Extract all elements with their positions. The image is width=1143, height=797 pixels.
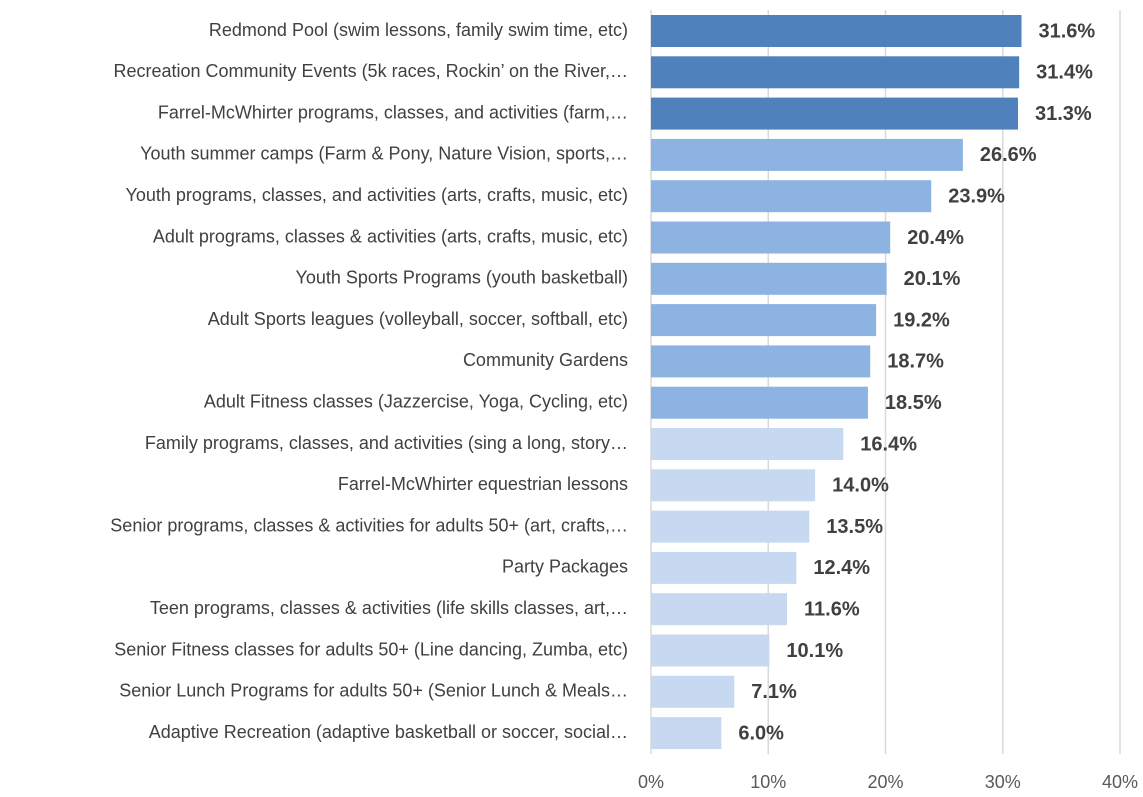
category-label: Senior programs, classes & activities fo… — [110, 515, 628, 535]
bar — [651, 551, 797, 584]
x-tick-label: 20% — [867, 772, 903, 792]
value-label: 20.4% — [907, 227, 964, 249]
category-label: Farrel-McWhirter equestrian lessons — [338, 474, 628, 494]
value-label: 31.3% — [1035, 103, 1092, 125]
category-label: Youth Sports Programs (youth basketball) — [295, 268, 628, 288]
category-label: Senior Fitness classes for adults 50+ (L… — [114, 639, 628, 659]
bar — [651, 221, 891, 254]
category-label: Adult Sports leagues (volleyball, soccer… — [208, 309, 628, 329]
bar — [651, 593, 788, 626]
bar — [651, 386, 868, 419]
bar — [651, 428, 844, 460]
category-label: Family programs, classes, and activities… — [145, 433, 628, 453]
category-label: Adult Fitness classes (Jazzercise, Yoga,… — [204, 391, 628, 411]
category-label: Redmond Pool (swim lessons, family swim … — [209, 20, 628, 40]
value-label: 19.2% — [893, 309, 950, 331]
category-label: Community Gardens — [463, 350, 628, 370]
category-label: Youth programs, classes, and activities … — [125, 185, 628, 205]
bar — [651, 97, 1018, 130]
bar — [651, 345, 871, 378]
value-label: 20.1% — [904, 268, 961, 290]
x-tick-label: 0% — [638, 772, 664, 792]
value-label: 18.7% — [887, 351, 944, 373]
category-label: Teen programs, classes & activities (lif… — [150, 598, 628, 618]
value-label: 26.6% — [980, 144, 1037, 166]
x-tick-label: 10% — [750, 772, 786, 792]
value-label: 14.0% — [832, 475, 889, 497]
value-label: 31.6% — [1039, 20, 1096, 42]
bar — [651, 717, 722, 750]
value-label: 10.1% — [786, 640, 843, 662]
value-label: 23.9% — [948, 185, 1005, 207]
bar — [651, 510, 810, 543]
value-label: 7.1% — [751, 681, 797, 703]
value-label: 31.4% — [1036, 62, 1093, 84]
bar — [651, 138, 963, 171]
value-label: 18.5% — [885, 392, 942, 414]
category-label: Party Packages — [502, 557, 628, 577]
category-label: Youth summer camps (Farm & Pony, Nature … — [140, 144, 628, 164]
bar — [651, 675, 735, 708]
category-label: Recreation Community Events (5k races, R… — [113, 61, 628, 81]
bar — [651, 469, 816, 502]
value-label: 11.6% — [804, 598, 860, 620]
bar — [651, 180, 932, 213]
category-label: Adaptive Recreation (adaptive basketball… — [149, 722, 628, 742]
value-label: 6.0% — [738, 722, 784, 744]
bar — [651, 634, 770, 667]
bar — [651, 56, 1020, 89]
value-label: 16.4% — [860, 433, 917, 455]
bar — [651, 304, 877, 337]
x-tick-label: 40% — [1102, 772, 1138, 792]
bar — [651, 15, 1022, 47]
x-tick-label: 30% — [985, 772, 1021, 792]
category-label: Farrel-McWhirter programs, classes, and … — [158, 102, 628, 122]
value-label: 13.5% — [826, 516, 883, 538]
value-label: 12.4% — [813, 557, 870, 579]
bar — [651, 262, 887, 295]
category-label: Adult programs, classes & activities (ar… — [153, 226, 628, 246]
category-label: Senior Lunch Programs for adults 50+ (Se… — [119, 681, 628, 701]
